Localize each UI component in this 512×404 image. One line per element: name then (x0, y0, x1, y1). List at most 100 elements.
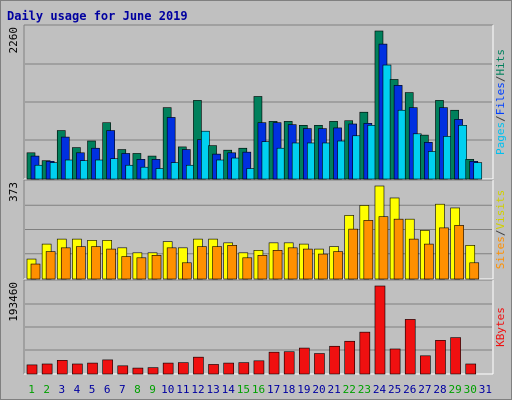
bar-sites-day-19 (303, 248, 313, 280)
x-tick-label-4: 4 (74, 383, 81, 396)
bar-kbytes-day-25 (389, 348, 401, 375)
x-tick-label-25: 25 (388, 383, 401, 396)
x-tick-label-1: 1 (28, 383, 35, 396)
legend-label: Files (494, 82, 507, 115)
legend-label: Hits (494, 49, 507, 76)
bar-sites-day-14 (227, 245, 237, 280)
bar-kbytes-day-20 (314, 353, 325, 375)
legend-label: / (494, 230, 507, 237)
bar-pages-day-14 (231, 157, 240, 180)
chart-title: Daily usage for June 2019 (7, 9, 188, 23)
bar-kbytes-day-29 (450, 337, 461, 375)
bar-kbytes-day-21 (329, 345, 340, 375)
bar-kbytes-day-1 (26, 364, 38, 375)
bar-sites-day-7 (121, 256, 132, 280)
y-max-label-3: 193460 (7, 282, 20, 322)
bar-pages-day-11 (185, 164, 195, 180)
bar-kbytes-day-14 (223, 362, 234, 375)
x-tick-label-26: 26 (403, 383, 416, 396)
bar-pages-day-22 (352, 135, 362, 180)
x-tick-label-14: 14 (222, 383, 236, 396)
bar-sites-day-3 (60, 247, 71, 280)
x-tick-label-13: 13 (206, 383, 219, 396)
bar-pages-day-16 (261, 141, 271, 180)
bar-kbytes-day-9 (147, 367, 159, 375)
x-tick-label-3: 3 (59, 383, 66, 396)
bar-kbytes-day-22 (344, 340, 356, 375)
bar-pages-day-15 (246, 168, 256, 180)
bar-kbytes-day-24 (374, 285, 386, 375)
bar-sites-day-30 (469, 262, 480, 280)
x-tick-label-12: 12 (191, 383, 204, 396)
bar-sites-day-21 (333, 251, 343, 280)
legend-label: / (494, 76, 507, 83)
axis-legend-3: KBytes (494, 307, 507, 347)
legend-label: Sites (494, 236, 507, 269)
bar-sites-day-6 (106, 248, 116, 280)
bar-pages-day-27 (428, 151, 437, 180)
x-tick-label-19: 19 (297, 383, 310, 396)
bar-pages-day-13 (216, 159, 225, 180)
bar-sites-day-24 (378, 216, 389, 280)
bar-kbytes-day-11 (177, 362, 189, 375)
x-tick-label-9: 9 (149, 383, 156, 396)
bar-sites-day-4 (76, 246, 86, 280)
bar-kbytes-day-5 (87, 362, 98, 375)
x-tick-label-24: 24 (373, 383, 387, 396)
bar-kbytes-day-16 (253, 360, 265, 375)
bar-pages-day-10 (170, 162, 180, 180)
bar-pages-day-3 (64, 159, 74, 180)
bar-pages-day-19 (307, 142, 316, 180)
bar-pages-day-23 (367, 125, 377, 180)
legend-label: Visits (494, 190, 507, 230)
bar-pages-day-20 (322, 142, 331, 180)
bar-sites-day-28 (439, 227, 449, 280)
bar-sites-day-13 (212, 246, 222, 280)
x-tick-label-20: 20 (312, 383, 325, 396)
bar-kbytes-day-4 (72, 363, 83, 375)
bar-sites-day-18 (287, 247, 298, 280)
bar-sites-day-2 (45, 251, 56, 280)
x-tick-label-21: 21 (328, 383, 341, 396)
bar-kbytes-day-6 (102, 359, 113, 375)
bar-kbytes-day-7 (117, 365, 129, 375)
bar-pages-day-1 (34, 164, 44, 180)
bar-sites-day-25 (393, 218, 404, 280)
bar-kbytes-day-30 (465, 363, 477, 375)
bar-sites-day-20 (318, 253, 328, 280)
bar-sites-day-1 (30, 263, 41, 280)
bar-pages-day-7 (125, 164, 135, 180)
bar-kbytes-day-27 (420, 355, 431, 375)
axis-legend-2: Sites/Visits (494, 190, 507, 270)
bar-kbytes-day-26 (404, 319, 416, 375)
bar-sites-day-15 (242, 257, 253, 280)
bar-sites-day-17 (272, 250, 283, 280)
bar-kbytes-day-23 (359, 331, 371, 375)
bar-kbytes-day-15 (238, 362, 250, 375)
bar-kbytes-day-13 (208, 364, 219, 375)
legend-label: / (494, 115, 507, 122)
bar-pages-day-21 (337, 140, 346, 180)
bar-pages-day-2 (49, 162, 59, 180)
bar-pages-day-30 (473, 162, 483, 180)
bar-pages-day-9 (155, 168, 165, 180)
bar-sites-day-11 (181, 262, 192, 280)
bar-kbytes-day-2 (41, 363, 53, 375)
x-tick-label-16: 16 (252, 383, 265, 396)
x-tick-label-29: 29 (449, 383, 462, 396)
bar-pages-day-29 (458, 125, 467, 180)
bar-sites-day-22 (348, 228, 359, 280)
x-tick-label-7: 7 (119, 383, 126, 396)
bar-sites-day-9 (151, 255, 162, 280)
x-tick-label-23: 23 (358, 383, 371, 396)
bar-pages-day-8 (140, 166, 150, 180)
bar-pages-day-17 (276, 147, 286, 180)
bar-pages-day-5 (95, 159, 104, 180)
bar-sites-day-8 (136, 257, 147, 280)
bar-sites-day-16 (257, 255, 268, 280)
x-tick-label-17: 17 (267, 383, 280, 396)
bar-pages-day-12 (201, 130, 210, 180)
bar-pages-day-6 (110, 158, 119, 180)
bar-sites-day-27 (424, 243, 434, 280)
